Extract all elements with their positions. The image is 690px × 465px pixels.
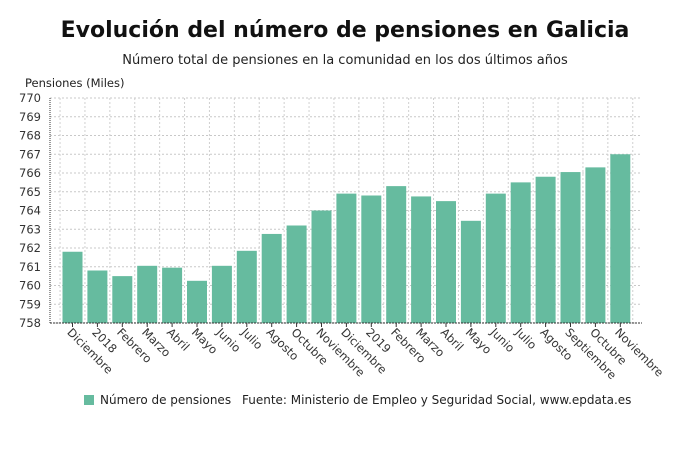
bar (137, 265, 158, 323)
x-tick-label: Mayo (189, 325, 221, 357)
y-tick-label: 764 (19, 204, 41, 218)
legend-swatch (84, 395, 94, 405)
x-tick-label: Junio (487, 325, 518, 356)
chart-title: Evolución del número de pensiones en Gal… (60, 18, 630, 43)
bar (336, 193, 357, 323)
x-tick-label: Julio (238, 325, 266, 353)
y-tick-label: 762 (19, 241, 41, 255)
y-tick-label: 761 (19, 260, 41, 274)
y-tick-label: 763 (19, 222, 41, 236)
bar (112, 276, 133, 323)
bar (187, 280, 207, 323)
bar (585, 167, 606, 323)
legend-label: Número de pensiones (100, 393, 232, 407)
bar (510, 182, 531, 323)
y-tick-label: 769 (19, 110, 41, 124)
y-tick-label: 760 (19, 279, 41, 293)
y-tick-label: 758 (19, 316, 41, 330)
bar (560, 172, 581, 323)
y-tick-label: 765 (19, 185, 41, 199)
y-tick-label: 759 (19, 297, 41, 311)
bar (411, 196, 432, 323)
bar (460, 220, 481, 323)
bar (485, 193, 506, 323)
bar (211, 265, 232, 323)
x-tick-label: Julio (512, 325, 540, 353)
legend: Número de pensiones (84, 393, 231, 407)
bar (436, 201, 456, 323)
bar (62, 251, 83, 323)
x-tick-label: Mayo (463, 325, 495, 357)
y-tick-label: 766 (19, 166, 41, 180)
x-tick-label: Junio (213, 325, 244, 356)
bar (311, 210, 332, 323)
bar (162, 267, 183, 323)
source-note: Fuente: Ministerio de Empleo y Seguridad… (242, 393, 632, 407)
y-tick-label: 770 (19, 91, 41, 105)
bar (361, 195, 382, 323)
chart-subtitle: Número total de pensiones en la comunida… (122, 53, 568, 68)
bar (261, 233, 282, 323)
bar (236, 250, 257, 323)
bar (610, 154, 631, 323)
bar (535, 176, 556, 323)
bar (286, 225, 307, 323)
y-tick-label: 767 (19, 147, 41, 161)
y-tick-label: 768 (19, 129, 41, 143)
y-axis-label: Pensiones (Miles) (25, 76, 125, 90)
bar (87, 270, 108, 323)
bar (386, 186, 407, 323)
